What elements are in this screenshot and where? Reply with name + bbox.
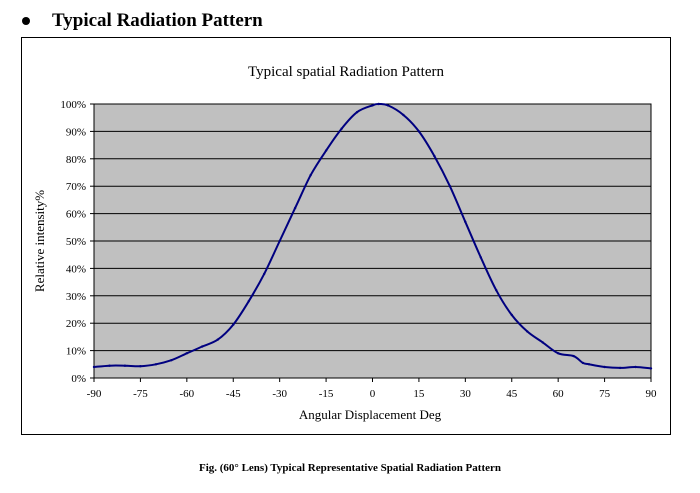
y-tick-label: 0%: [71, 373, 86, 385]
data-point: [355, 111, 359, 114]
y-tick-label: 80%: [66, 154, 86, 166]
data-point: [371, 104, 374, 107]
y-tick-label: 90%: [66, 126, 86, 138]
x-tick-label: 45: [506, 388, 518, 400]
data-point: [377, 102, 380, 106]
data-point: [433, 154, 436, 158]
y-axis-label: Relative intensity%: [32, 190, 47, 292]
data-point: [526, 330, 529, 333]
radiation-pattern-chart: Typical spatial Radiation Pattern 0% 10% 2…: [32, 64, 657, 422]
y-tick-label: 50%: [66, 236, 86, 248]
data-point: [572, 354, 575, 358]
data-point: [92, 365, 96, 369]
data-point: [216, 338, 219, 341]
x-tick-label: 0: [370, 388, 376, 400]
data-point: [293, 206, 297, 210]
data-point: [185, 352, 188, 355]
data-point: [541, 341, 544, 344]
x-tick-label: 30: [460, 388, 472, 400]
y-tick-label: 60%: [66, 209, 86, 221]
data-point: [247, 300, 250, 303]
x-tick-label: -15: [319, 388, 334, 400]
x-axis-ticks: -90 -75 -60 -45 -30 -15 0 15 30 45 60 75 90: [87, 378, 657, 400]
data-point: [603, 365, 606, 369]
data-point: [154, 363, 158, 366]
data-point: [139, 365, 142, 368]
x-tick-label: 15: [413, 388, 425, 400]
x-tick-label: -90: [87, 388, 102, 400]
data-point: [324, 149, 328, 152]
data-point: [309, 174, 312, 177]
y-tick-label: 70%: [66, 181, 86, 193]
y-tick-label: 10%: [66, 346, 86, 358]
data-point: [634, 365, 637, 369]
data-point: [386, 104, 390, 107]
data-point: [581, 361, 585, 365]
x-tick-label: -30: [272, 388, 287, 400]
y-tick-label: 30%: [66, 291, 86, 303]
x-tick-label: -60: [179, 388, 194, 400]
x-tick-label: -45: [226, 388, 241, 400]
data-point: [278, 239, 281, 243]
data-point: [557, 352, 560, 355]
x-axis-label: Angular Displacement Deg: [299, 407, 442, 422]
data-point: [263, 272, 266, 276]
data-point: [170, 359, 173, 362]
x-tick-label: 60: [553, 388, 565, 400]
data-point: [495, 289, 498, 292]
data-point: [108, 364, 111, 367]
data-point: [201, 345, 204, 348]
data-point: [448, 185, 452, 188]
data-point: [123, 364, 127, 367]
section-heading-text: Typical Radiation Pattern: [52, 10, 263, 31]
data-point: [479, 256, 482, 259]
data-point: [340, 127, 343, 130]
chart-title: Typical spatial Radiation Pattern: [248, 64, 444, 80]
section-heading: Typical Radiation Pattern: [22, 8, 263, 34]
data-point: [649, 367, 653, 370]
figure-caption: Fig. (60° Lens) Typical Representative S…: [198, 462, 501, 474]
y-tick-label: 100%: [60, 99, 86, 111]
chart-frame: Typical spatial Radiation Pattern 0% 10% 2…: [21, 37, 671, 435]
data-point: [402, 113, 405, 117]
data-point: [232, 323, 235, 326]
y-tick-label: 40%: [66, 263, 86, 275]
data-point: [618, 366, 622, 370]
y-axis-ticks: 0% 10% 20% 30% 40% 50% 60% 70% 80% 90% 100%: [60, 99, 94, 385]
x-tick-label: 75: [599, 388, 611, 400]
data-point: [510, 313, 513, 317]
bullet-icon: [22, 17, 30, 25]
data-series: [92, 102, 653, 370]
x-tick-label: -75: [133, 388, 148, 400]
data-point: [417, 130, 421, 133]
data-point: [587, 363, 591, 366]
y-tick-label: 20%: [66, 318, 86, 330]
x-tick-label: 90: [646, 388, 658, 400]
data-point: [464, 220, 467, 223]
